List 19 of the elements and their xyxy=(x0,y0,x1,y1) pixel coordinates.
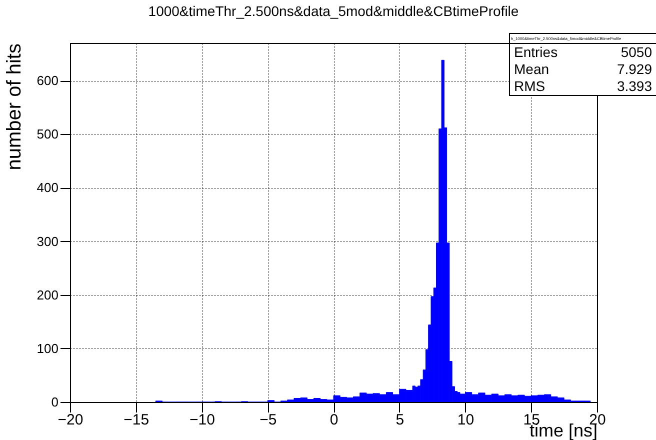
y-tick-label: 0 xyxy=(51,394,58,410)
y-axis-title: number of hits xyxy=(4,44,26,170)
x-tick-label: 0 xyxy=(330,412,338,428)
text: RMS 3.393 xyxy=(514,78,652,94)
x-tick-label: 10 xyxy=(457,412,474,428)
x-tick-label: 5 xyxy=(396,412,404,428)
text: Entries 5050 xyxy=(514,44,652,60)
y-tick-label: 600 xyxy=(36,73,58,88)
y-tick-label: 300 xyxy=(36,234,58,249)
x-tick-label: −15 xyxy=(124,412,150,428)
x-tick-label: −20 xyxy=(58,412,84,428)
y-tick-label: 500 xyxy=(36,126,58,142)
y-tick-label: 200 xyxy=(36,287,58,302)
x-tick-label: −5 xyxy=(260,412,277,428)
x-tick-label: −10 xyxy=(190,412,215,428)
y-tick-label: 400 xyxy=(36,180,58,196)
chart-title: 1000&timeThr_2.500ns&data_5mod&middle&CBtimeProfile xyxy=(148,3,519,19)
text: Mean 7.929 xyxy=(514,61,652,77)
y-tick-label: 100 xyxy=(36,340,58,356)
